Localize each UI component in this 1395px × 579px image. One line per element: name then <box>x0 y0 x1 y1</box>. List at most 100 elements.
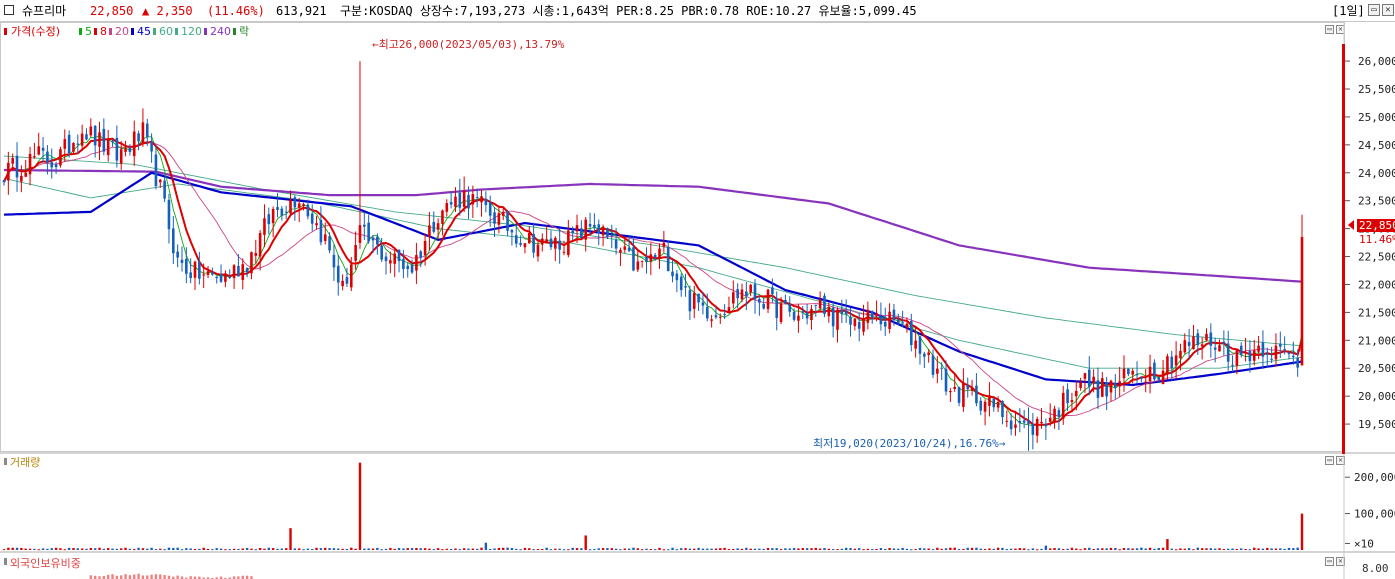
legend-item[interactable]: 120 <box>181 25 202 38</box>
candle <box>1161 359 1165 385</box>
volume-bar <box>1083 548 1087 550</box>
candle <box>1109 379 1113 402</box>
volume-bar <box>163 549 166 551</box>
volume-bar <box>697 547 700 550</box>
ma120-line <box>3 155 1303 347</box>
volume-bar <box>384 548 388 550</box>
volume-bar <box>614 548 618 550</box>
legend-item[interactable]: 8 <box>100 25 107 38</box>
restore-icon[interactable]: ▭ <box>1368 4 1380 16</box>
legend-item[interactable]: 가격(수정) <box>11 25 60 38</box>
volume-bar <box>489 548 492 550</box>
candle <box>72 142 75 154</box>
volume-bar <box>436 548 440 550</box>
candle <box>1196 329 1200 355</box>
candle <box>271 206 275 238</box>
candle <box>280 206 284 221</box>
candle <box>701 292 705 315</box>
legend-item[interactable]: 60 <box>159 25 173 38</box>
legend-marker <box>4 28 7 35</box>
candle <box>541 233 544 252</box>
candle <box>979 396 983 416</box>
volume-bar <box>849 548 852 550</box>
volume-bar <box>449 549 453 551</box>
legend-item[interactable]: 240 <box>210 25 231 38</box>
candle <box>736 283 739 309</box>
volume-bar <box>619 549 622 551</box>
volume-bar <box>423 548 427 550</box>
volume-bar <box>1053 548 1056 550</box>
candle <box>636 249 640 273</box>
y-tick-label: 23,500 <box>1358 195 1395 208</box>
volume-bar <box>263 548 266 550</box>
volume-bar <box>102 548 106 550</box>
volume-bar <box>610 548 613 550</box>
volume-bar <box>1144 548 1147 550</box>
volume-bar <box>901 547 904 550</box>
volume-bar <box>350 547 353 550</box>
foreign-ownership-bar <box>211 577 214 579</box>
candle <box>988 382 991 417</box>
candle <box>788 296 792 317</box>
candle <box>471 185 475 218</box>
volume-bar <box>271 548 275 550</box>
legend-item[interactable]: 5 <box>85 25 92 38</box>
candle <box>532 222 535 258</box>
candle <box>853 317 857 331</box>
candle <box>1213 337 1217 363</box>
volume-bar <box>1114 547 1117 550</box>
volume-bar <box>545 547 548 550</box>
candle <box>232 264 236 289</box>
candle <box>1074 380 1078 411</box>
legend-item[interactable]: 락 <box>239 25 249 38</box>
foreign-ownership-bar <box>146 575 149 579</box>
price-change: ▲ 2,350 <box>142 4 193 18</box>
volume-bar <box>762 548 765 550</box>
foreign-ownership-bar <box>120 575 123 579</box>
candle <box>558 228 561 264</box>
candle <box>571 226 574 240</box>
low-annotation: 최저19,020(2023/10/24),16.76%→ <box>813 437 1006 450</box>
candle <box>601 224 605 247</box>
volume-bar <box>1092 548 1095 550</box>
candle <box>823 293 826 318</box>
volume-bar <box>241 548 244 550</box>
price-pane-restore-icon[interactable]: ▭ <box>1325 25 1334 34</box>
close-icon[interactable]: ✕ <box>1382 4 1394 16</box>
candle <box>467 186 470 220</box>
volume-bar <box>1140 547 1143 550</box>
volume-pane-restore-icon[interactable]: ▭ <box>1325 456 1334 465</box>
volume-bar <box>1079 549 1082 551</box>
candle <box>1114 374 1117 400</box>
candle <box>1040 408 1043 429</box>
volume-bar <box>1287 547 1291 550</box>
candle <box>85 128 88 141</box>
candle <box>384 252 388 275</box>
volume-bar <box>324 547 327 550</box>
candle <box>940 362 943 381</box>
legend-item[interactable]: 20 <box>115 25 129 38</box>
volume-bar <box>1257 548 1260 550</box>
volume-bar <box>454 548 457 550</box>
candle <box>784 294 787 305</box>
volume-bar <box>1261 548 1265 550</box>
candle <box>614 227 618 255</box>
candle <box>749 283 752 297</box>
foreign-pane-restore-icon[interactable]: ▭ <box>1325 557 1334 566</box>
volume-bar <box>897 548 900 550</box>
candle <box>1287 351 1291 360</box>
volume-bar <box>371 548 375 550</box>
candle <box>93 125 97 158</box>
period-label[interactable]: [1일] <box>1332 4 1365 18</box>
volume-bar <box>367 548 370 550</box>
volume-bar <box>185 548 188 550</box>
volume-bar <box>1096 548 1100 550</box>
volume-bar <box>1057 548 1061 550</box>
volume-bar <box>523 547 527 550</box>
volume-bar <box>957 549 961 551</box>
select-checkbox[interactable] <box>4 5 14 15</box>
legend-item[interactable]: 45 <box>137 25 151 38</box>
candle <box>1061 385 1065 425</box>
volume-bar <box>740 548 744 550</box>
foreign-ownership-bar <box>185 577 188 579</box>
